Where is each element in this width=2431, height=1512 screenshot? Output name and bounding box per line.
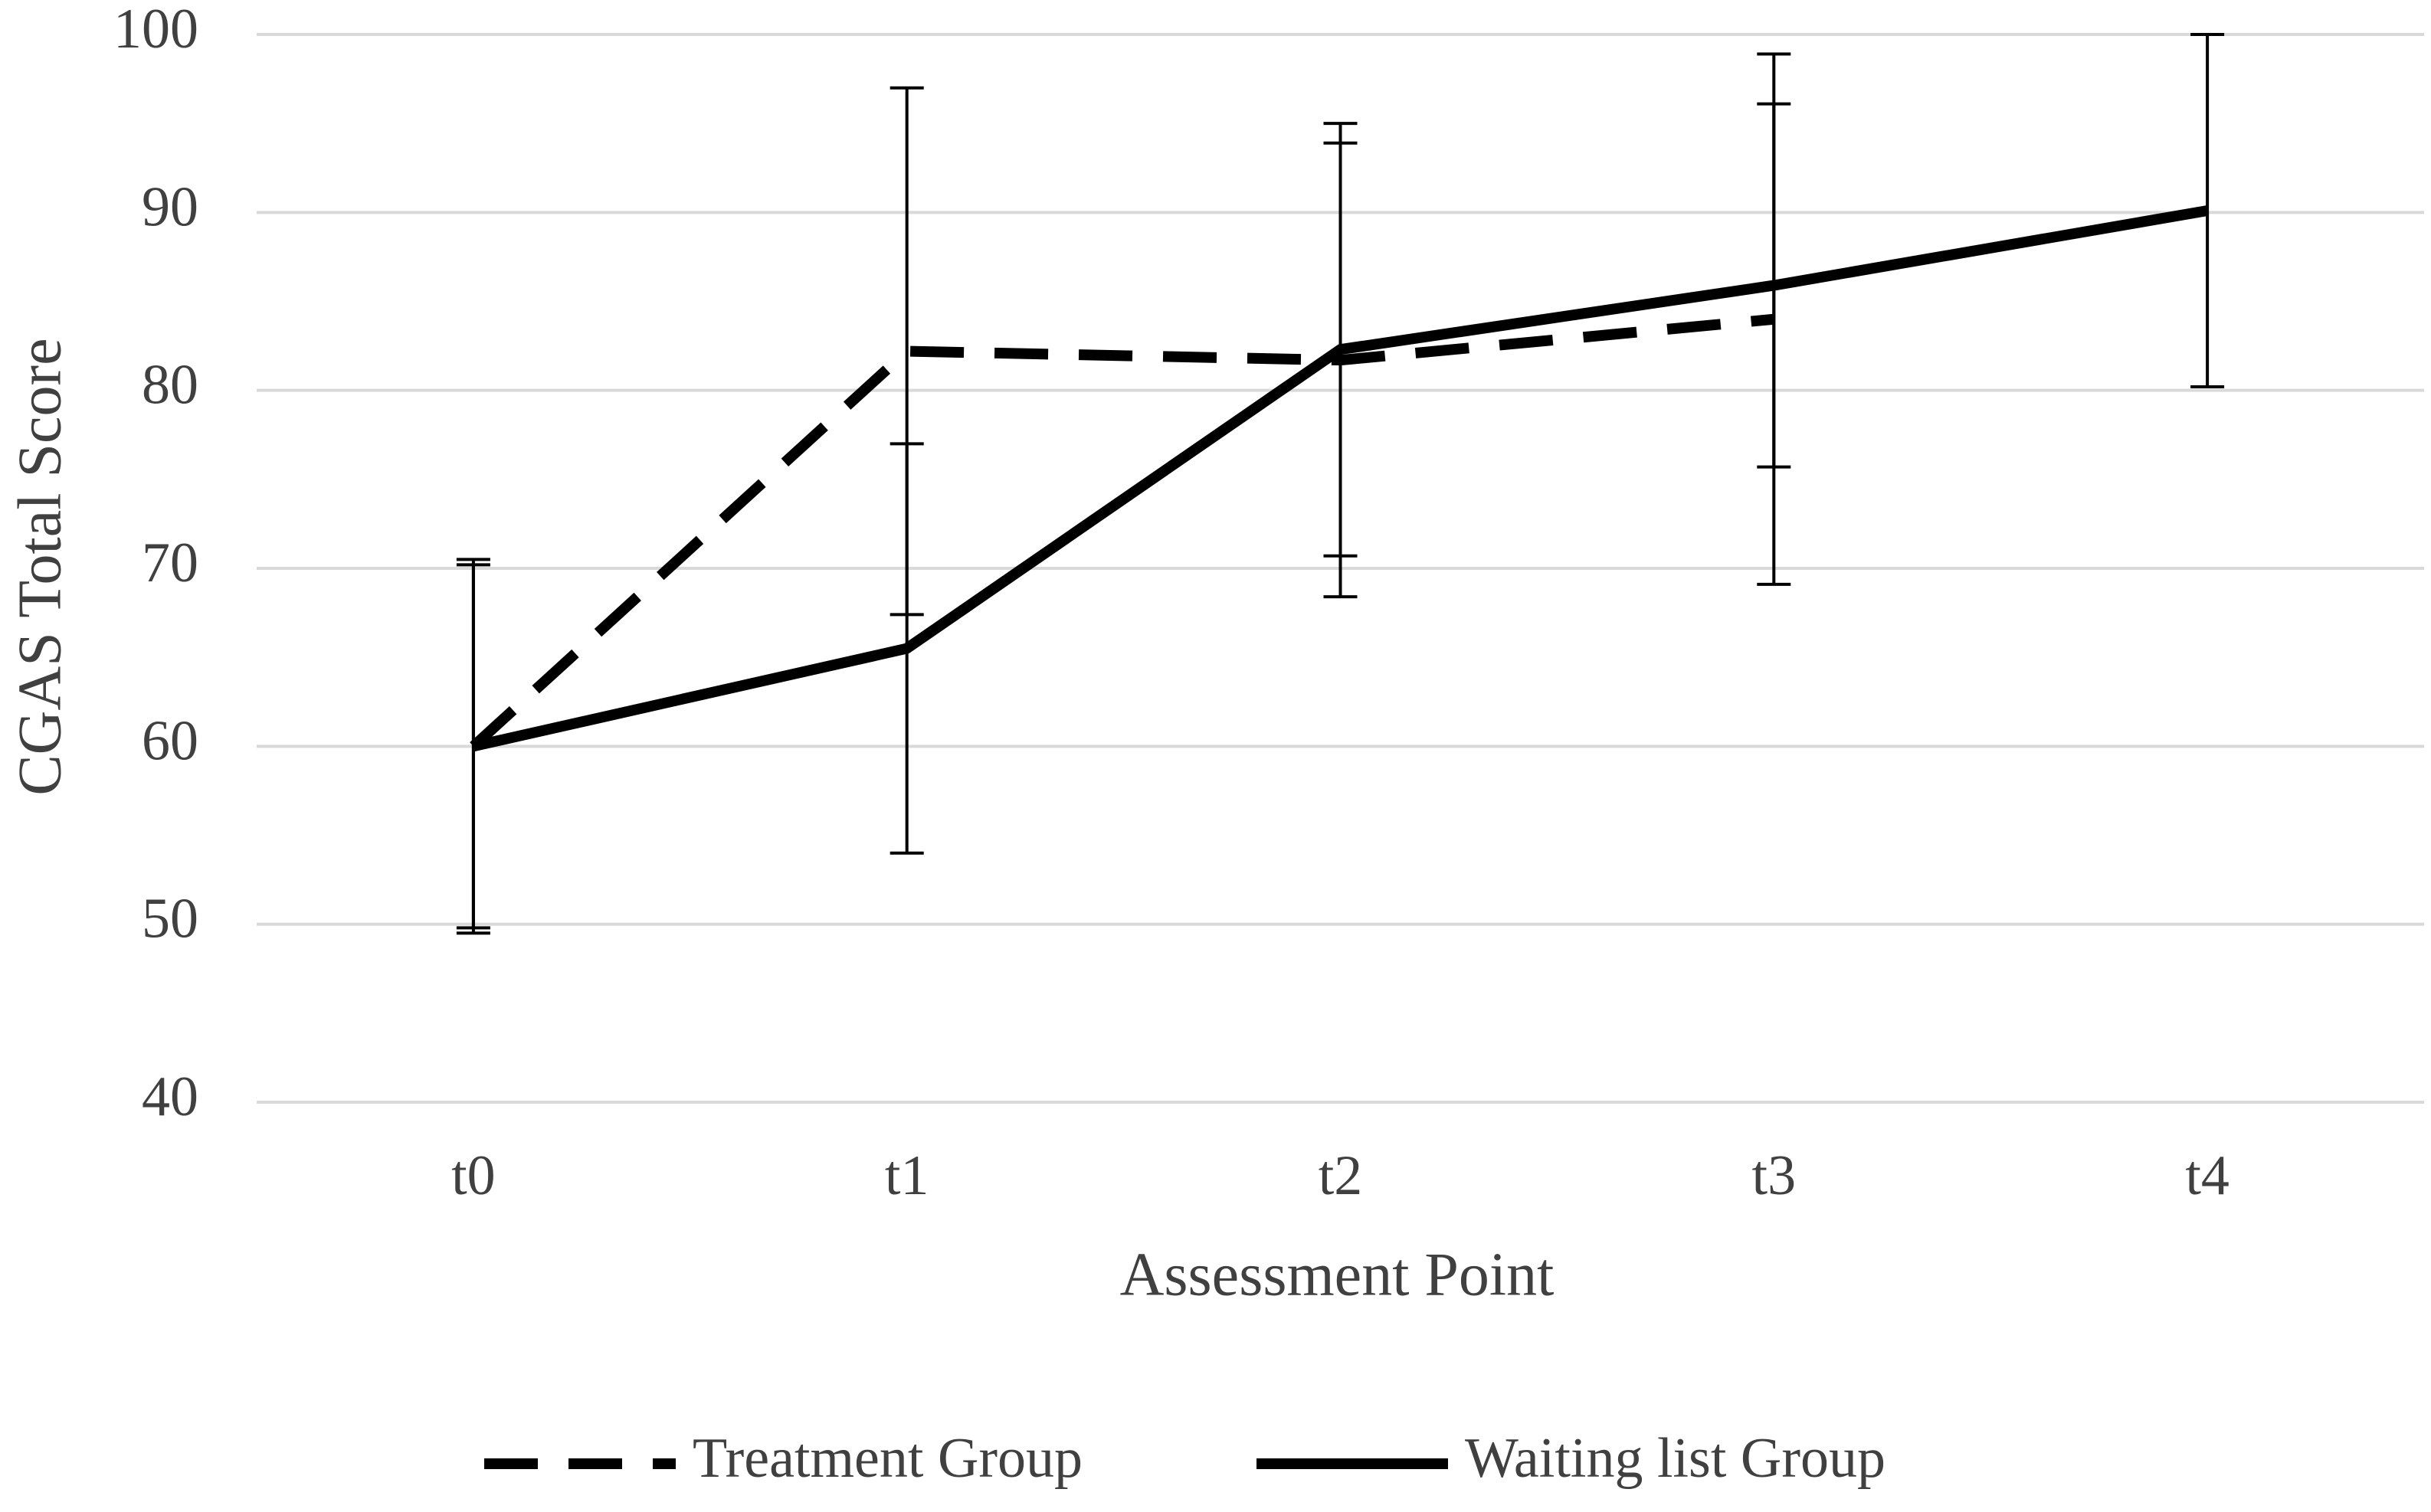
y-tick-label: 100 <box>113 0 198 61</box>
x-tick-label: t4 <box>2185 1144 2230 1207</box>
legend-label: Waiting list Group <box>1465 1427 1885 1490</box>
y-tick-label: 40 <box>142 1065 198 1128</box>
x-axis-label: Assessment Point <box>1120 1241 1555 1308</box>
y-tick-label: 50 <box>142 888 198 951</box>
x-tick-label: t1 <box>885 1144 929 1207</box>
y-tick-label: 70 <box>142 532 198 594</box>
x-tick-label: t2 <box>1319 1144 1363 1207</box>
legend-label: Treatment Group <box>693 1427 1083 1490</box>
series-line <box>470 313 1774 751</box>
y-tick-label: 80 <box>142 354 198 417</box>
series-line <box>472 205 2209 752</box>
y-axis-label: CGAS Total Score <box>6 338 74 795</box>
x-tick-label: t0 <box>451 1144 496 1207</box>
y-tick-label: 90 <box>142 175 198 238</box>
y-tick-label: 60 <box>142 709 198 772</box>
error-bar <box>456 563 490 930</box>
x-tick-label: t3 <box>1752 1144 1797 1207</box>
